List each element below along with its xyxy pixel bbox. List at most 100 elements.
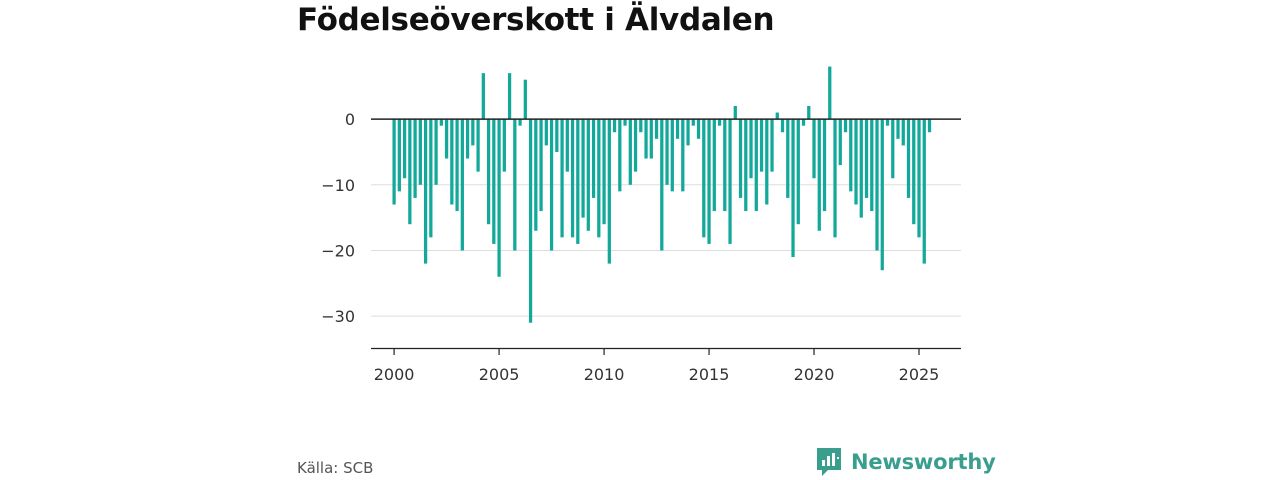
bar xyxy=(586,119,590,231)
bar xyxy=(859,119,863,218)
bar xyxy=(717,119,722,126)
bar xyxy=(875,119,879,251)
x-tick-label: 2020 xyxy=(794,365,835,384)
bar xyxy=(880,119,884,271)
bar xyxy=(413,119,417,198)
axes: 0 −10 −20 −30 2000 2005 2010 2015 2020 2025 xyxy=(321,110,961,384)
bar xyxy=(702,119,706,238)
bar xyxy=(397,119,401,192)
bar xyxy=(791,119,795,258)
bar xyxy=(523,79,527,120)
bar xyxy=(471,119,475,146)
bar xyxy=(602,119,606,225)
bar xyxy=(817,119,821,231)
bars xyxy=(392,66,932,323)
bar xyxy=(738,119,743,198)
bar xyxy=(796,119,800,225)
newsworthy-logo-icon xyxy=(817,448,841,476)
bar xyxy=(864,119,869,198)
bar xyxy=(539,119,543,212)
bar xyxy=(670,119,674,192)
x-tick-label: 2000 xyxy=(374,365,415,384)
bar xyxy=(492,119,496,244)
bar xyxy=(555,119,559,152)
bar xyxy=(576,119,580,244)
bar xyxy=(786,119,790,198)
bar xyxy=(639,119,643,133)
bar xyxy=(675,119,680,139)
bar xyxy=(691,119,695,126)
bar xyxy=(922,119,926,264)
bar xyxy=(775,112,779,120)
bar xyxy=(497,119,501,277)
bar xyxy=(901,119,905,146)
bar xyxy=(681,119,685,192)
bar xyxy=(644,119,648,159)
bar xyxy=(528,119,533,323)
bar xyxy=(591,119,596,198)
bar xyxy=(549,119,554,251)
bar xyxy=(402,119,407,179)
bar xyxy=(408,119,412,225)
bar xyxy=(518,119,522,126)
brand-logo: Newsworthy xyxy=(815,446,996,478)
bar xyxy=(712,119,716,212)
bar xyxy=(570,119,575,238)
bar xyxy=(460,119,464,251)
bar xyxy=(423,119,428,264)
bar xyxy=(896,119,900,139)
y-tick-label: −30 xyxy=(321,307,355,326)
bar xyxy=(912,119,916,225)
bar xyxy=(854,119,858,205)
bar xyxy=(450,119,454,205)
chart-title: Födelseöverskott i Älvdalen xyxy=(297,2,775,38)
bar xyxy=(665,119,669,185)
bar xyxy=(418,119,422,185)
bar xyxy=(801,119,806,126)
bar xyxy=(812,119,816,179)
bar xyxy=(917,119,921,238)
bar xyxy=(707,119,711,244)
bar xyxy=(618,119,622,192)
bar xyxy=(434,119,438,185)
bar xyxy=(507,73,512,120)
bar xyxy=(444,119,449,159)
bar xyxy=(628,119,632,185)
bar xyxy=(927,119,932,133)
x-tick-label: 2015 xyxy=(689,365,730,384)
bar xyxy=(565,119,569,172)
bar xyxy=(744,119,748,212)
bar xyxy=(891,119,895,179)
bar xyxy=(780,119,785,133)
x-tick-label: 2005 xyxy=(479,365,520,384)
bar xyxy=(429,119,433,238)
bar xyxy=(733,105,737,120)
bar xyxy=(822,119,827,212)
bar xyxy=(765,119,769,205)
x-tick-label: 2010 xyxy=(584,365,625,384)
bar xyxy=(534,119,538,231)
bar xyxy=(597,119,601,238)
bar xyxy=(843,119,848,133)
bar xyxy=(885,119,890,126)
bar xyxy=(849,119,853,192)
bar xyxy=(870,119,874,212)
bar xyxy=(476,119,480,172)
y-tick-label: −20 xyxy=(321,241,355,260)
bar xyxy=(770,119,774,172)
bar xyxy=(560,119,564,238)
bar xyxy=(486,119,491,225)
bar xyxy=(502,119,506,172)
bar xyxy=(686,119,690,146)
bar xyxy=(649,119,653,159)
bar xyxy=(481,73,485,120)
bar xyxy=(807,105,811,120)
bar xyxy=(513,119,517,251)
bar xyxy=(660,119,664,251)
bar xyxy=(828,66,832,120)
bar xyxy=(392,119,396,205)
bar xyxy=(633,119,638,172)
bar xyxy=(749,119,753,179)
source-note: Källa: SCB xyxy=(297,459,374,477)
